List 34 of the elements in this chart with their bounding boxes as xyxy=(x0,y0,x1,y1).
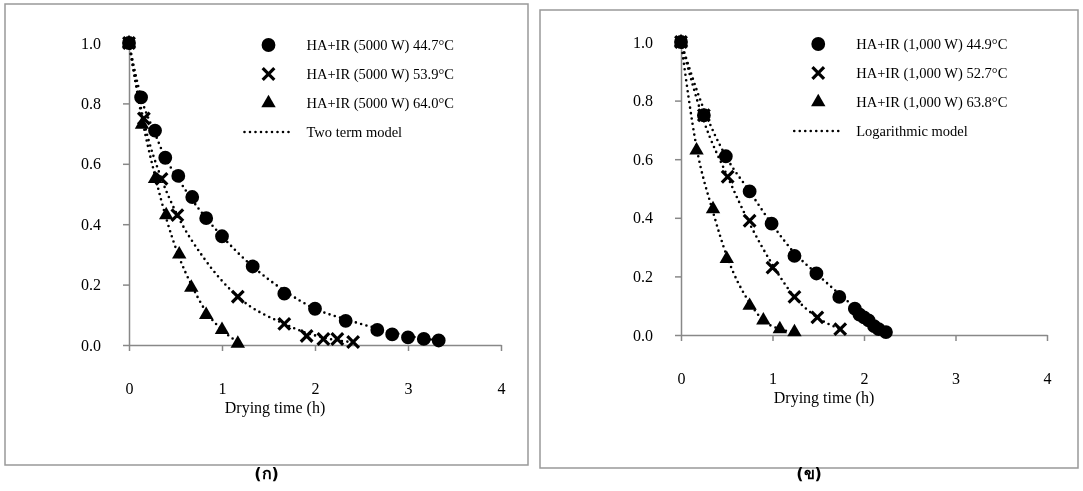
legend-label: HA+IR (1,000 W) 63.8°C xyxy=(856,94,1008,111)
y-tick-label: 0.8 xyxy=(81,95,101,113)
legend-label: Two term model xyxy=(306,124,403,140)
legend-label: HA+IR (5000 W) 44.7°C xyxy=(306,37,454,54)
x-axis-title: Drying time (h) xyxy=(773,389,875,407)
legend-label: Logarithmic model xyxy=(856,123,968,139)
legend-label: HA+IR (5000 W) 64.0°C xyxy=(306,95,454,112)
y-tick-label: 1.0 xyxy=(81,34,101,52)
y-tick-label: 0.4 xyxy=(633,209,653,227)
x-tick-label: 3 xyxy=(404,380,413,398)
x-tick-label: 4 xyxy=(497,380,506,398)
y-tick-label: 0.8 xyxy=(633,92,653,110)
y-tick-label: 0.2 xyxy=(633,268,653,286)
x-axis-title: Drying time (h) xyxy=(224,399,326,417)
x-tick-label: 3 xyxy=(952,370,960,388)
y-tick-label: 0.6 xyxy=(81,155,101,173)
legend-label: HA+IR (5000 W) 53.9°C xyxy=(306,66,454,83)
y-tick-label: 0.0 xyxy=(633,326,653,344)
text: (ข) xyxy=(796,464,822,483)
x-tick-label: 0 xyxy=(125,380,134,398)
y-tick-label: 1.0 xyxy=(633,33,653,51)
legend-label: HA+IR (1,000 W) 52.7°C xyxy=(856,65,1008,82)
y-tick-label: 0.6 xyxy=(633,150,653,168)
legend-label: HA+IR (1,000 W) 44.9°C xyxy=(856,36,1008,53)
x-tick-label: 1 xyxy=(769,370,777,388)
x-tick-label: 2 xyxy=(860,370,869,388)
text: (ก) xyxy=(254,464,279,483)
y-tick-label: 0.2 xyxy=(81,276,101,294)
x-tick-label: 0 xyxy=(677,370,686,388)
x-tick-label: 4 xyxy=(1043,370,1052,388)
y-tick-label: 0.4 xyxy=(81,215,101,233)
x-tick-label: 1 xyxy=(218,380,227,398)
x-tick-label: 2 xyxy=(311,380,320,398)
y-tick-label: 0.0 xyxy=(81,336,101,354)
